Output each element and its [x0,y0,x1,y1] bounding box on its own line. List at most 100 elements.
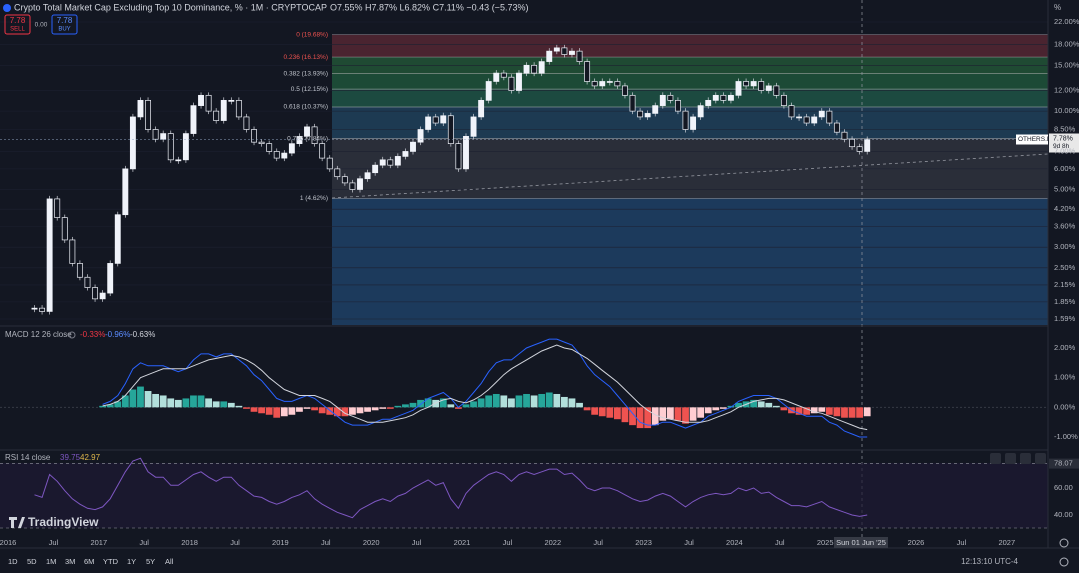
candle [152,129,159,140]
auto-scale[interactable] [1059,538,1069,548]
candle [31,307,38,310]
candle [273,151,280,159]
pane-up[interactable] [990,453,1001,464]
macd-bar [356,407,364,414]
candle [402,151,409,157]
candle [826,110,833,124]
macd-bar [409,402,417,408]
candle [266,143,273,152]
fib-zones [332,34,1048,325]
range-button[interactable]: 1M [46,557,56,566]
candle [205,94,212,112]
macd-bar [220,401,228,408]
pane-delete[interactable] [1005,453,1016,464]
candle [198,94,204,106]
range-button[interactable]: 1Y [127,557,136,566]
macd-bar [629,407,636,426]
candle [705,100,712,106]
macd-bar [333,407,341,417]
macd-bar [651,407,659,426]
candle [682,110,689,130]
candle [841,131,848,140]
candle [811,116,818,124]
candle [114,214,121,264]
range-button[interactable]: 5D [27,557,37,566]
macd-bar [432,399,440,408]
candle [394,156,401,166]
fib-label: 0.5 (12.15%) [291,86,328,93]
candle [137,100,144,118]
fib-zone [332,73,1048,90]
macd-bar [636,407,644,429]
macd-bar [371,407,379,411]
candle [629,94,636,112]
fib-label: 0.786 (7.84%) [287,135,328,142]
pane-controls [990,453,1046,464]
price-tick-label: 1.85% [1054,297,1076,306]
macd-readout: -0.33% [80,330,105,339]
macd-bar [470,401,477,408]
macd-bar [659,407,667,421]
range-button[interactable]: 3M [65,557,75,566]
sell-button[interactable] [4,14,31,35]
candle [765,85,772,91]
macd-bar [689,407,697,421]
time-label: 2022 [544,538,561,547]
macd-bar [205,398,213,408]
fib-zone [332,34,1048,58]
macd-bar [455,407,462,409]
macd-bar [553,393,561,408]
macd-bar [757,401,765,408]
candle [425,116,432,130]
pane-more[interactable] [1020,453,1031,464]
range-button[interactable]: All [165,557,174,566]
macd-bar [303,407,311,409]
range-button[interactable]: 1D [8,557,18,566]
rsi-band [0,463,1048,528]
candle [311,126,318,145]
candle [849,138,856,148]
legend-settings[interactable] [68,331,76,339]
price-tick-label: 18.00% [1054,40,1079,49]
candle [220,100,227,121]
range-button[interactable]: YTD [103,557,119,566]
time-label: 2017 [90,538,107,547]
buy-button[interactable] [51,14,78,35]
time-label: 2021 [454,538,471,547]
settings[interactable] [1059,557,1069,567]
candle [667,94,674,101]
candle [54,198,61,218]
macd-bar [417,399,424,408]
macd-bar [439,398,447,408]
range-button[interactable]: 5Y [146,557,155,566]
candle [606,81,613,83]
macd-bar [121,395,129,408]
macd-bar [500,395,508,408]
candle [304,126,310,137]
pane-maximize[interactable] [1035,453,1046,464]
macd-bar [137,386,144,408]
sell-label: SELL [10,27,25,33]
macd-bar [485,395,493,408]
spread: 0.00 [35,22,48,29]
candle [349,182,356,190]
macd-bar [515,395,523,408]
macd-bar [386,407,394,409]
candle [584,61,591,82]
macd-bar [311,407,318,411]
macd-bar [538,393,546,408]
rsi-legend: RSI 14 close [5,453,51,462]
ohlc: O7.55% H7.87% L6.82% C7.11% −0.43 (−5.73… [330,2,528,12]
fib-label: 0.618 (10.37%) [284,104,328,111]
macd-bar [833,407,841,417]
candle [76,263,83,278]
range-button[interactable]: 6M [84,557,94,566]
rsi-tag [1049,458,1079,469]
candle [569,50,575,55]
marks [0,44,1048,519]
macd-bar [583,407,591,411]
time-label: 2019 [272,538,289,547]
fib-zone [332,138,1048,199]
price-tick-label: 3.60% [1054,222,1076,231]
